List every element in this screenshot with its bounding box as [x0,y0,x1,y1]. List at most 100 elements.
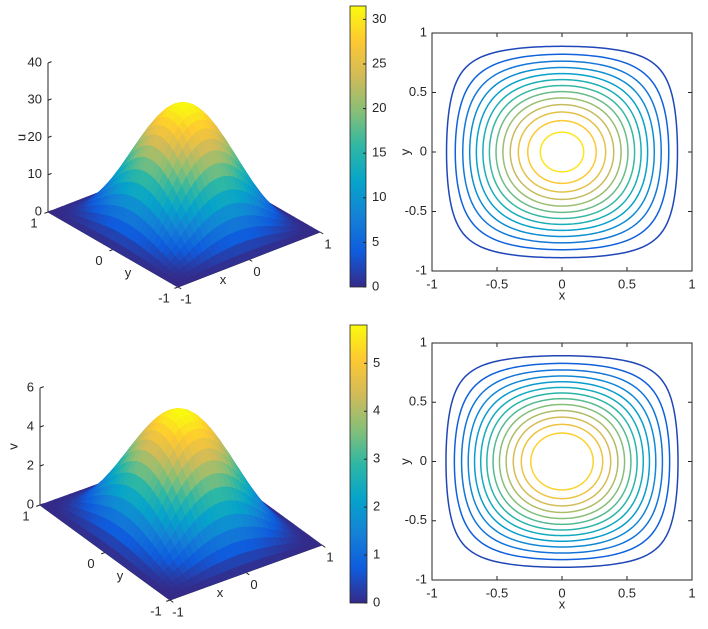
plot-area [432,33,692,271]
z-tick-label: 10 [28,166,42,181]
contour-line [492,397,632,526]
x-tick [245,572,250,576]
x-tick-label: 0 [250,577,257,592]
contour-line [527,119,597,185]
contour-line [486,392,638,531]
y-axis-label: y [117,568,124,583]
x-tick [169,599,174,603]
x-tick-label: 0 [558,276,565,291]
y-tick-label: 1 [420,24,427,39]
x-tick-label: 1 [688,276,695,291]
y-tick [109,249,114,252]
contour-line [479,386,645,537]
z-tick [47,172,52,176]
x-tick-label: -1 [180,291,192,306]
z-axis-label: v [5,443,20,450]
surface [47,101,321,288]
x-tick-label: 0.5 [618,276,636,291]
colorbar [349,324,368,604]
x-axis-label: x [220,272,227,287]
y-tick-label: -1 [415,571,427,586]
z-tick [47,98,52,101]
contour-line [488,84,636,220]
z-tick-label: 4 [27,418,34,433]
contour-line [473,381,651,542]
z-tick-label: 0 [27,496,34,511]
y-axis-label: y [125,265,132,280]
y-tick-label: -0.5 [405,512,427,527]
y-tick-label: 1 [22,508,29,523]
contour-line [460,369,664,554]
contours [445,354,679,569]
contour-line [454,53,670,251]
contour-line [505,409,619,514]
y-axis-label: y [397,458,412,465]
colorbar-tick-label: 30 [372,11,386,26]
surface-patch [165,594,176,601]
y-tick-label: 0 [87,556,94,571]
contours [445,45,679,259]
y-tick-label: -0.5 [405,203,427,218]
x-tick-label: 0.5 [618,585,636,600]
z-tick-label: 6 [27,379,34,394]
x-tick-label: 1 [324,236,331,251]
y-tick-label: 0.5 [409,84,427,99]
colorbar-tick-label: 15 [372,145,386,160]
colorbar-tick-label: 0 [372,278,379,293]
z-tick [39,464,44,467]
y-tick-label: 1 [30,215,37,230]
y-tick [44,211,49,214]
x-tick-label: -0.5 [486,585,508,600]
y-axis-label: y [397,148,412,155]
x-tick-label: -1 [172,604,184,619]
y-tick [174,286,179,289]
x-tick-label: 0 [558,585,565,600]
contour-line [509,103,615,201]
y-tick-label: -1 [158,290,170,305]
x-tick [321,544,326,548]
contour-line [539,131,585,173]
contour-line [453,362,671,561]
contour-line [520,423,604,500]
y-tick-label: 0.5 [409,394,427,409]
z-axis-label: u [13,134,28,141]
colorbar-tick-label: 5 [373,355,380,370]
colorbar-tick-label: 5 [372,234,379,249]
y-tick [36,504,41,507]
x-tick [319,231,324,235]
z-tick-label: 2 [27,457,34,472]
contour-line [482,78,642,226]
x-axis-label: x [217,585,224,600]
x-axis-label: x [559,287,566,302]
z-tick-label: 20 [28,129,42,144]
x-tick [177,286,182,290]
contour-line [512,416,612,507]
contour-line [495,90,629,214]
z-tick-label: 30 [28,92,42,107]
y-tick [166,599,171,602]
colorbar-tick-label: 3 [373,451,380,466]
y-tick-label: 0 [420,143,427,158]
x-tick-label: 1 [326,549,333,564]
x-tick-label: 0 [253,264,260,279]
y-tick-label: 1 [420,334,427,349]
z-tick-label: 40 [28,54,42,69]
colorbar-tick-label: 0 [373,594,380,609]
plot-area [432,343,692,580]
z-tick [47,61,52,64]
contour-line [475,72,649,232]
colorbar-tick-label: 25 [372,55,386,70]
x-tick-label: -1 [426,276,438,291]
colorbar-tick-label: 4 [373,403,380,418]
contour-line [498,403,626,520]
contour-line [468,66,656,238]
surface [39,408,323,601]
y-tick [101,552,106,555]
z-tick-label: 0 [35,203,42,218]
x-tick [248,259,253,262]
z-tick [39,425,44,428]
x-axis-label: x [559,596,566,611]
z-tick [47,135,52,138]
y-tick-label: -1 [415,262,427,277]
